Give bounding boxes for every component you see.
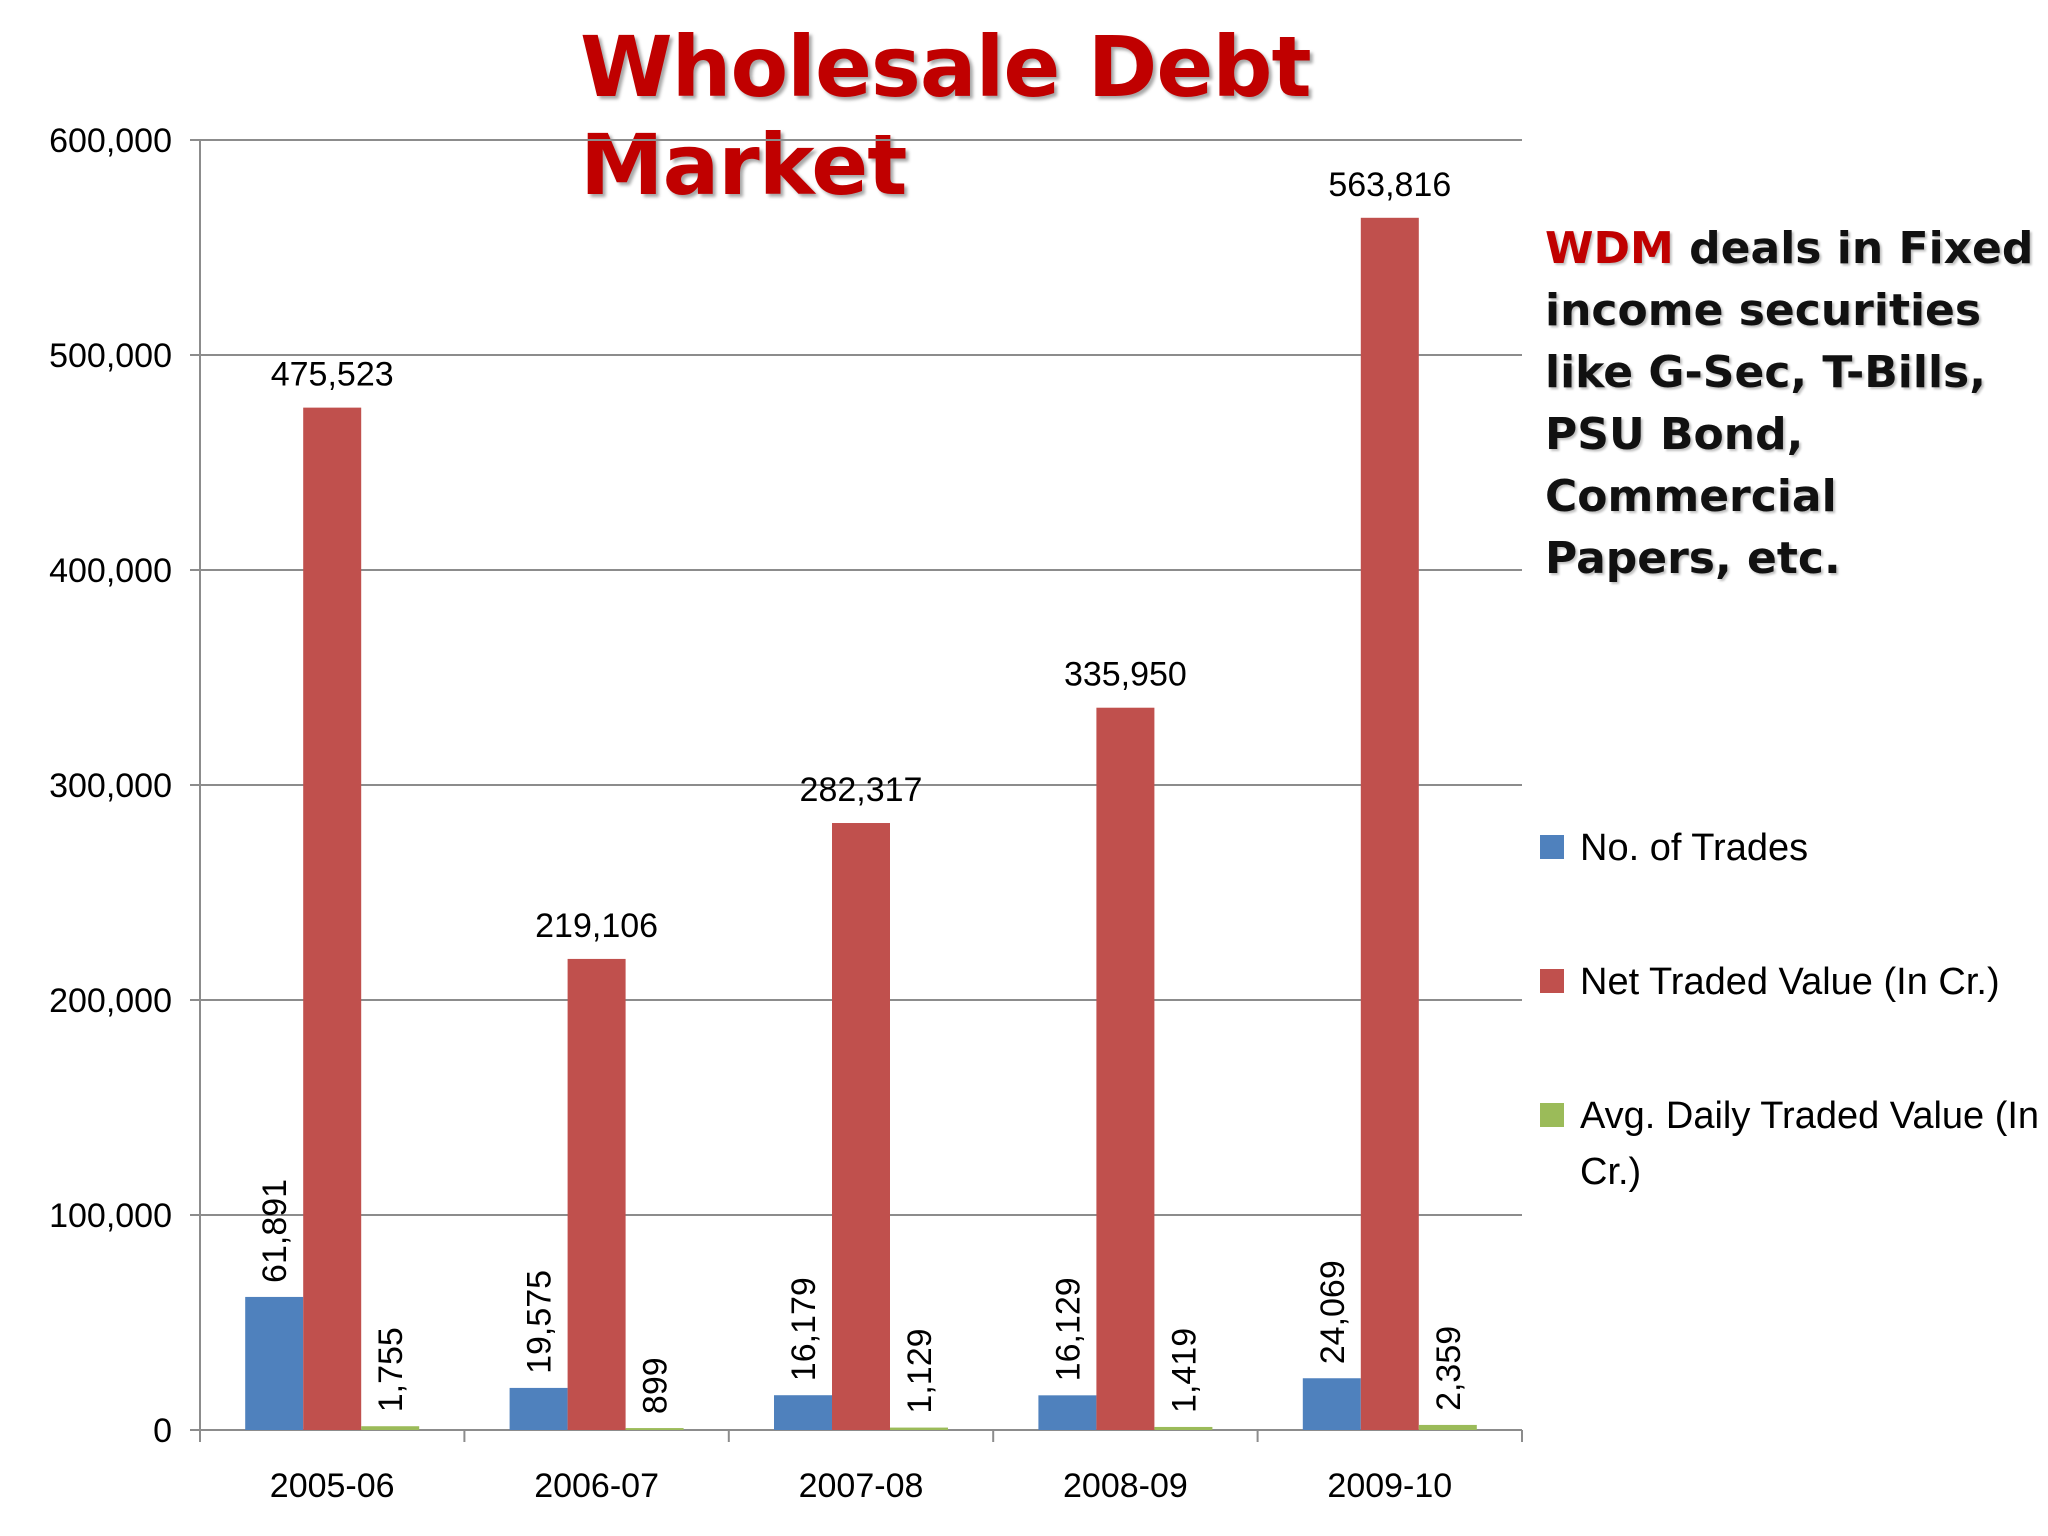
y-tick-label: 400,000: [49, 552, 172, 590]
note-text: deals in Fixed income securities like G-…: [1545, 223, 2034, 584]
data-label: 219,106: [535, 907, 658, 945]
x-tick-label: 2005-06: [270, 1467, 395, 1505]
legend: No. of Trades Net Traded Value (In Cr.) …: [1540, 820, 2040, 1278]
bar: [1418, 1424, 1477, 1430]
data-label: 563,816: [1328, 166, 1451, 204]
bar: [1038, 1395, 1097, 1430]
data-label: 335,950: [1064, 656, 1187, 694]
bar: [1302, 1378, 1361, 1430]
data-label: 16,129: [1049, 1277, 1087, 1381]
x-tick-label: 2007-08: [799, 1467, 924, 1505]
x-tick-label: 2009-10: [1327, 1467, 1452, 1505]
data-label: 61,891: [256, 1179, 294, 1283]
bar: [1096, 707, 1155, 1430]
y-tick-label: 100,000: [49, 1197, 172, 1235]
data-label: 282,317: [800, 771, 923, 809]
data-label: 1,755: [372, 1327, 410, 1412]
chart-title: Wholesale Debt Market: [580, 18, 1312, 214]
wdm-note: WDM deals in Fixed income securities lik…: [1545, 218, 2035, 590]
data-label: 475,523: [271, 356, 394, 394]
data-label: 16,179: [785, 1277, 823, 1381]
data-label: 1,419: [1165, 1328, 1203, 1413]
bar: [890, 1427, 948, 1430]
x-tick-label: 2006-07: [534, 1467, 659, 1505]
note-highlight: WDM: [1545, 223, 1674, 274]
legend-swatch: [1540, 835, 1564, 859]
bar: [774, 1395, 832, 1430]
bar: [245, 1296, 304, 1430]
bar: [1360, 217, 1419, 1430]
bar-chart: 0 100,000 200,000 300,000 400,000 500,000 600,…: [49, 122, 1523, 1505]
y-tick-label: 300,000: [49, 767, 172, 805]
data-label: 1,129: [901, 1328, 939, 1413]
bar: [303, 407, 362, 1430]
bar: [832, 823, 890, 1430]
legend-item-avg-daily-value: Avg. Daily Traded Value (In Cr.): [1540, 1088, 2040, 1200]
legend-label: No. of Trades: [1580, 827, 1809, 869]
legend-item-net-traded-value: Net Traded Value (In Cr.): [1540, 954, 2040, 1010]
legend-swatch: [1540, 969, 1564, 993]
x-tick-label: 2008-09: [1063, 1467, 1188, 1505]
bar: [509, 1387, 568, 1430]
legend-item-trades: No. of Trades: [1540, 820, 2040, 876]
y-tick-label: 200,000: [49, 982, 172, 1020]
data-label: 19,575: [521, 1270, 559, 1374]
legend-label: Avg. Daily Traded Value (In Cr.): [1580, 1095, 2040, 1193]
bar: [625, 1428, 684, 1430]
data-label: 2,359: [1430, 1326, 1468, 1411]
legend-label: Net Traded Value (In Cr.): [1580, 961, 2000, 1003]
bar: [1154, 1426, 1213, 1430]
legend-swatch: [1540, 1103, 1564, 1127]
data-label: 899: [637, 1357, 675, 1414]
y-tick-label: 0: [153, 1412, 172, 1450]
y-tick-label: 500,000: [49, 337, 172, 375]
bar: [567, 958, 626, 1430]
bar: [361, 1426, 420, 1430]
y-tick-label: 600,000: [49, 122, 172, 160]
data-label: 24,069: [1314, 1260, 1352, 1364]
